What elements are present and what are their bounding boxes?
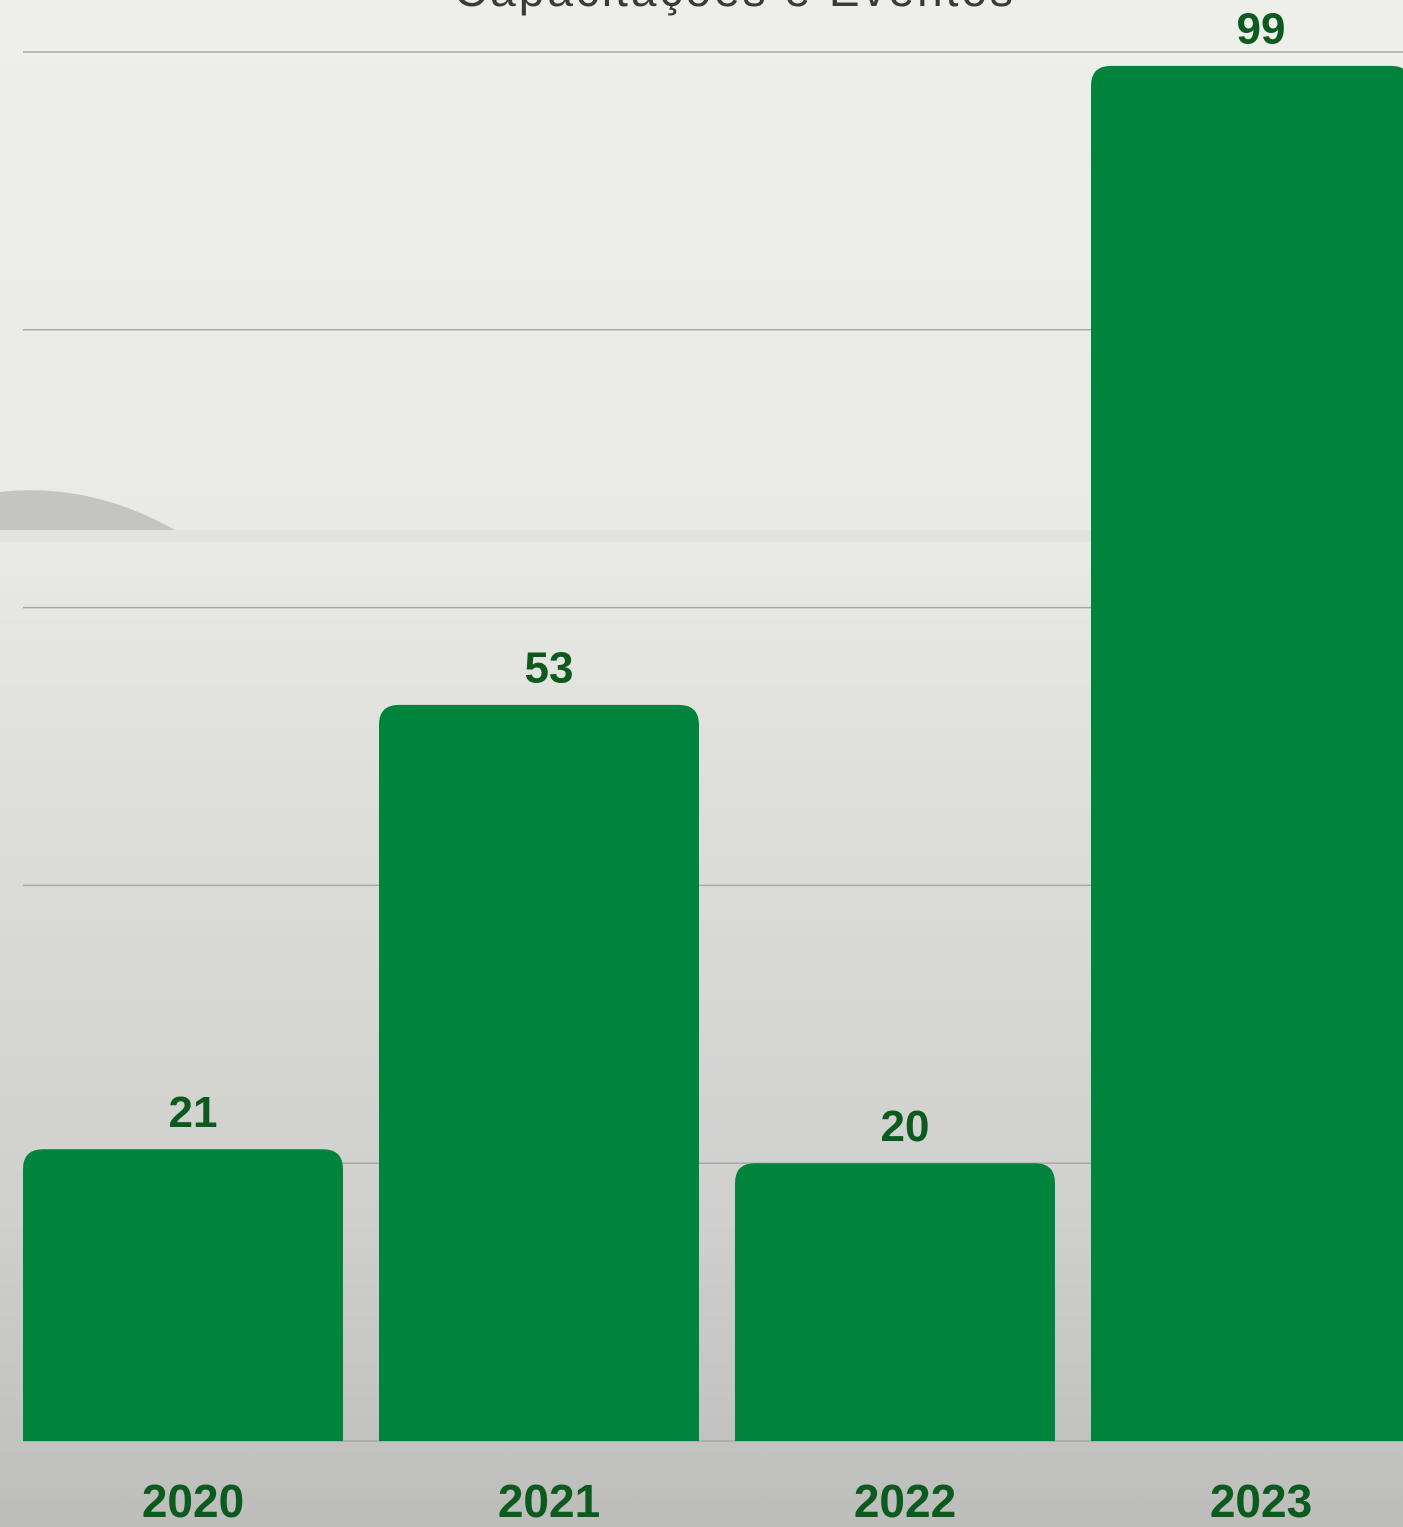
x-tick-label: 2023 (1210, 1475, 1312, 1527)
bar (23, 1149, 343, 1441)
x-tick-label: 2020 (142, 1475, 244, 1527)
x-tick-label: 2022 (854, 1475, 956, 1527)
value-label: 53 (525, 643, 574, 692)
value-label: 21 (169, 1088, 218, 1137)
bar (735, 1163, 1055, 1441)
background-shape (0, 490, 175, 530)
value-label: 99 (1237, 5, 1286, 54)
bar (379, 704, 699, 1441)
chart-title: Capacitações e Eventos (454, 0, 1016, 16)
x-tick-label: 2021 (498, 1475, 600, 1527)
value-label: 20 (881, 1102, 930, 1151)
bar (1091, 65, 1403, 1441)
background-shape (0, 530, 1403, 542)
